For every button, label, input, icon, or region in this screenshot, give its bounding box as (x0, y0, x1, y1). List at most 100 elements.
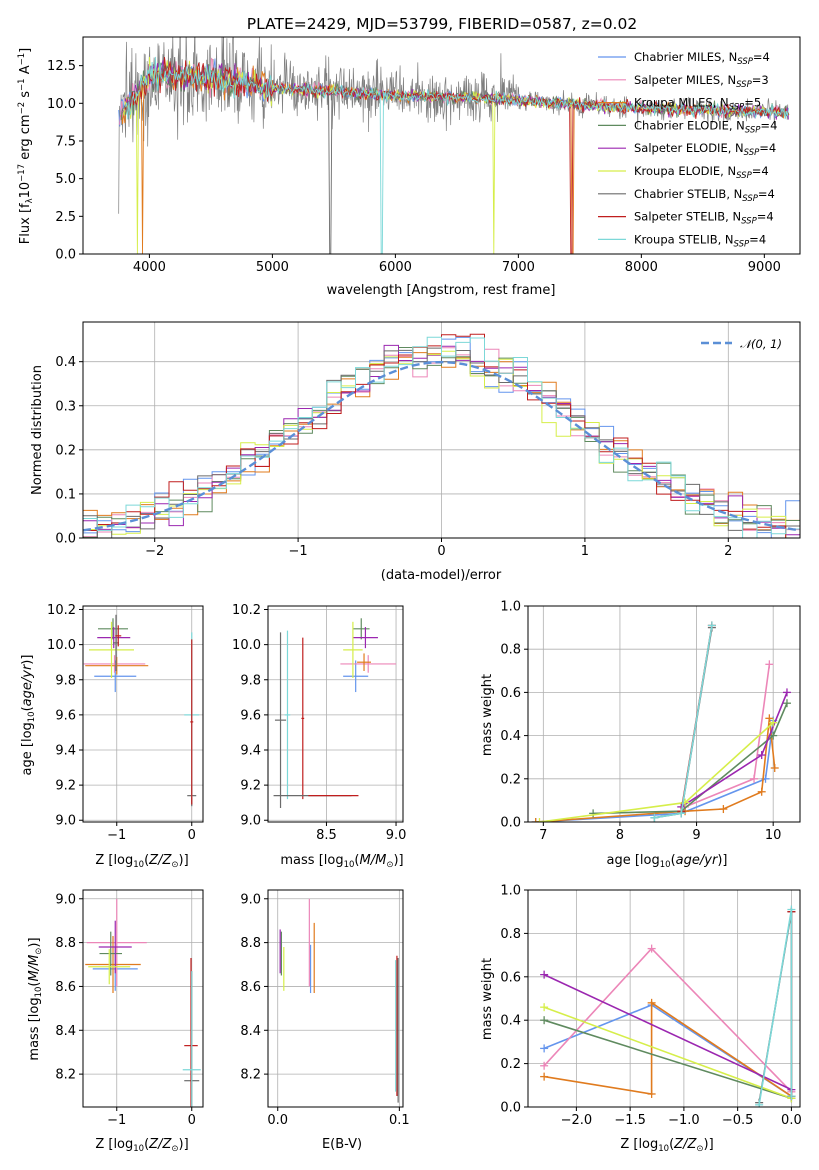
y-tick-label: 0.2 (500, 1057, 521, 1072)
y-tick-label: 9.2 (240, 779, 261, 794)
y-tick-label: 0.8 (500, 927, 521, 942)
residual-ylabel: Normed distribution (30, 365, 45, 495)
legend-nssp: 4 (766, 210, 773, 224)
y-tick-label: 10.0 (47, 97, 76, 112)
series-point (531, 818, 540, 822)
histogram-step (83, 336, 800, 538)
normal-curve (83, 360, 800, 532)
series-point (770, 764, 779, 772)
y-tick-label: 9.0 (55, 814, 76, 829)
legend-model: Salpeter STELIB (634, 210, 725, 224)
x-tick-label: 6000 (379, 260, 412, 275)
series-point (540, 1003, 549, 1012)
p5-xlabel: Z [log10(Z/Z⊙)] (95, 1137, 188, 1154)
legend-nssp: 4 (761, 164, 768, 178)
spectrum-lines (118, 37, 790, 254)
series-point (540, 1016, 549, 1025)
series-line (535, 718, 776, 822)
x-tick-label: 4000 (133, 260, 166, 275)
legend-sub: SSP (742, 194, 758, 204)
y-tick-label: 0.6 (500, 686, 521, 701)
series-point (540, 1044, 549, 1053)
y-tick-label: 10.2 (47, 603, 76, 618)
series-point (719, 805, 728, 814)
y-tick-label: 9.2 (55, 779, 76, 794)
p7-ylabel: mass weight (480, 958, 495, 1040)
series-point (782, 699, 791, 708)
y-tick-label: 8.6 (55, 980, 76, 995)
spectrum-panel: 4000 5000 6000 7000 8000 9000 0.0 2.5 5.0 7.5 10.0… (47, 36, 801, 275)
y-tick-label: 8.6 (240, 980, 261, 995)
p5-ylabel: mass [log10(M/M⊙)] (27, 937, 44, 1060)
model-spectrum-line (124, 57, 790, 254)
y-tick-label: 10.2 (232, 603, 261, 618)
series-point (540, 1061, 549, 1070)
x-tick-label: 0 (188, 1113, 196, 1128)
legend-nssp: 4 (763, 50, 770, 64)
legend-label: Kroupa ELODIE, NSSP=4 (634, 164, 769, 181)
x-tick-label: 7000 (502, 260, 535, 275)
p7-xlabel: Z [log10(Z/Z⊙)] (620, 1137, 713, 1154)
p4-ylabel: mass weight (480, 674, 495, 756)
legend-label: Chabrier ELODIE, NSSP=4 (634, 118, 777, 135)
legend-nssp: 4 (769, 141, 776, 155)
x-tick-label: 0 (188, 828, 196, 843)
y-tick-label: 9.0 (55, 892, 76, 907)
y-tick-label: 8.2 (240, 1068, 261, 1083)
series-point (589, 809, 598, 818)
series-point (757, 787, 766, 796)
legend-nssp: 5 (754, 96, 761, 110)
x-tick-label: 0.1 (389, 1113, 410, 1128)
x-tick-label: −1.5 (614, 1113, 646, 1128)
series-point (677, 809, 686, 818)
legend-n: , N (720, 164, 736, 178)
legend-model: Kroupa ELODIE (634, 164, 720, 178)
y-tick-label: 8.8 (240, 936, 261, 951)
x-tick-label: 1 (581, 544, 589, 559)
age-vs-metallicity-panel: −1 0 9.0 9.2 9.4 9.6 9.8 10.0 10.2 (47, 603, 204, 843)
series-point (787, 905, 796, 914)
histograms (83, 333, 800, 538)
spectrum-xlabel: wavelength [Angstrom, rest frame] (327, 283, 556, 298)
y-tick-label: 9.0 (240, 892, 261, 907)
p3-xlabel: mass [log10(M/M⊙)] (280, 853, 403, 870)
legend-eq: = (760, 118, 770, 132)
x-tick-label: 8000 (625, 260, 658, 275)
y-tick-label: 2.5 (55, 210, 76, 225)
y-tick-label: 9.4 (240, 744, 261, 759)
series-point (650, 813, 659, 822)
plot-frame (527, 605, 801, 823)
y-tick-label: 9.0 (240, 814, 261, 829)
x-tick-label: −2.0 (561, 1113, 593, 1128)
legend-sub: SSP (736, 80, 752, 90)
legend-label: Kroupa STELIB, NSSP=4 (634, 232, 766, 249)
legend-nssp: 4 (768, 187, 775, 201)
y-tick-label: 9.6 (240, 708, 261, 723)
legend-eq: = (753, 50, 763, 64)
series-point (769, 731, 778, 740)
spectrum-ylabel: Flux [fλ10−17 erg cm−2 s−1 A−1] (17, 48, 35, 244)
y-tick-label: 0.1 (55, 487, 76, 502)
y-tick-label: 8.4 (55, 1024, 76, 1039)
mass-weight-vs-age-panel: 7 8 9 10 0.0 0.2 0.4 0.6 0.8 1.0 (500, 600, 801, 843)
legend-label: 𝒩(0, 1) (740, 337, 782, 351)
p4-xlabel: age [log10(age/yr)] (607, 853, 728, 870)
legend-model: Salpeter MILES (634, 73, 720, 87)
y-tick-label: 7.5 (55, 134, 76, 149)
legend-label: Salpeter STELIB, NSSP=4 (634, 210, 774, 227)
mass-vs-extinction-panel: 0.0 0.1 8.2 8.4 8.6 8.8 9.0 (240, 889, 410, 1128)
y-tick-label: 8.2 (55, 1068, 76, 1083)
mass-vs-metallicity-panel: −1 0 8.2 8.4 8.6 8.8 9.0 (55, 889, 204, 1128)
x-tick-label: −0.5 (722, 1113, 754, 1128)
error-bars (85, 898, 201, 1107)
legend-n: , N (728, 141, 744, 155)
series-lines (540, 905, 796, 1107)
legend-model: Kroupa STELIB (634, 232, 718, 246)
age-vs-mass-panel: 8.5 9.0 9.0 9.2 9.4 9.6 9.8 10.0 10.2 (232, 603, 406, 843)
x-tick-label: −1 (289, 544, 308, 559)
y-tick-label: 0.2 (500, 772, 521, 787)
series-line (535, 720, 774, 822)
legend-eq: = (758, 187, 768, 201)
y-tick-label: 0.3 (55, 399, 76, 414)
